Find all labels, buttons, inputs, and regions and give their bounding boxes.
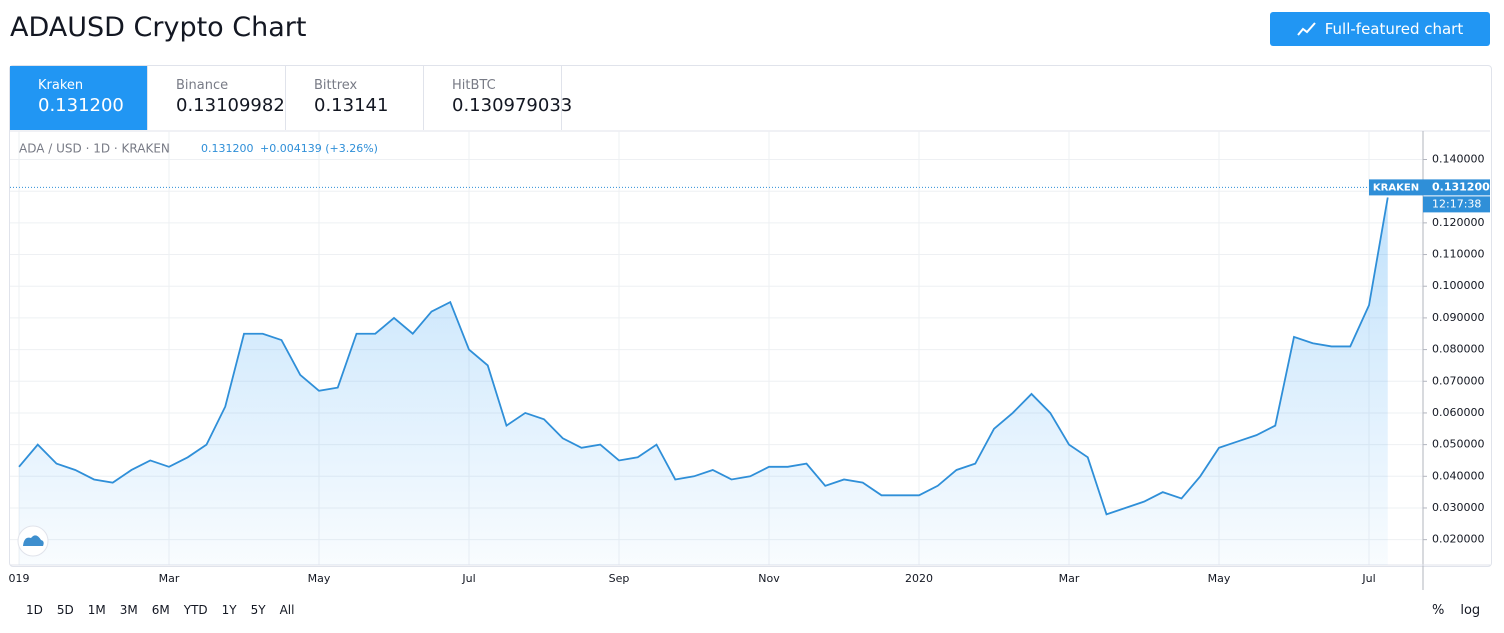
scale-button[interactable]: log [1460,603,1481,618]
exchange-tab[interactable]: Binance 0.13109982 [148,66,286,130]
x-tick-label: 2020 [905,572,933,585]
page-title: ADAUSD Crypto Chart [10,12,307,43]
exchange-price: 0.13141 [314,95,389,116]
exchange-name: Bittrex [314,78,358,93]
x-tick-label: Jul [1361,572,1375,585]
exchange-price: 0.130979033 [452,95,573,116]
range-button[interactable]: 6M [151,603,170,617]
exchange-name: HitBTC [452,78,496,93]
x-tick-label: Sep [609,572,630,585]
x-tick-label: Mar [1059,572,1080,585]
x-tick-label: May [1208,572,1231,585]
full-chart-button[interactable]: Full-featured chart [1270,12,1490,46]
exchange-name: Binance [176,78,229,93]
x-tick-label: May [308,572,331,585]
range-button[interactable]: 3M [119,603,138,617]
x-tick-label: Mar [159,572,180,585]
scale-buttons: % log [1432,603,1480,618]
chart-icon [1296,22,1316,36]
range-button[interactable]: YTD [183,603,208,617]
exchange-price: 0.13109982 [176,95,285,116]
exchange-tab[interactable]: Kraken 0.131200 [10,66,148,130]
x-tick-label: Jul [461,572,475,585]
scale-button[interactable]: % [1432,603,1445,618]
chart-frame [9,65,1492,567]
range-button[interactable]: 1Y [221,603,237,617]
range-button[interactable]: All [279,603,295,617]
exchange-price: 0.131200 [38,95,124,116]
range-button[interactable]: 1M [87,603,106,617]
exchange-tab[interactable]: Bittrex 0.13141 [286,66,424,130]
exchange-name: Kraken [38,78,84,93]
range-button[interactable]: 1D [26,603,43,617]
button-label: Full-featured chart [1324,20,1464,38]
range-button[interactable]: 5D [56,603,74,617]
range-buttons: 1D 5D 1M 3M 6M YTD 1Y 5Y All [26,603,294,617]
exchange-tabs: Kraken 0.131200 Binance 0.13109982 Bittrex 0.… [10,66,573,130]
x-tick-label: 019 [9,572,30,585]
exchange-tab[interactable]: HitBTC 0.130979033 [424,66,573,130]
x-tick-label: Nov [758,572,780,585]
range-button[interactable]: 5Y [250,603,266,617]
